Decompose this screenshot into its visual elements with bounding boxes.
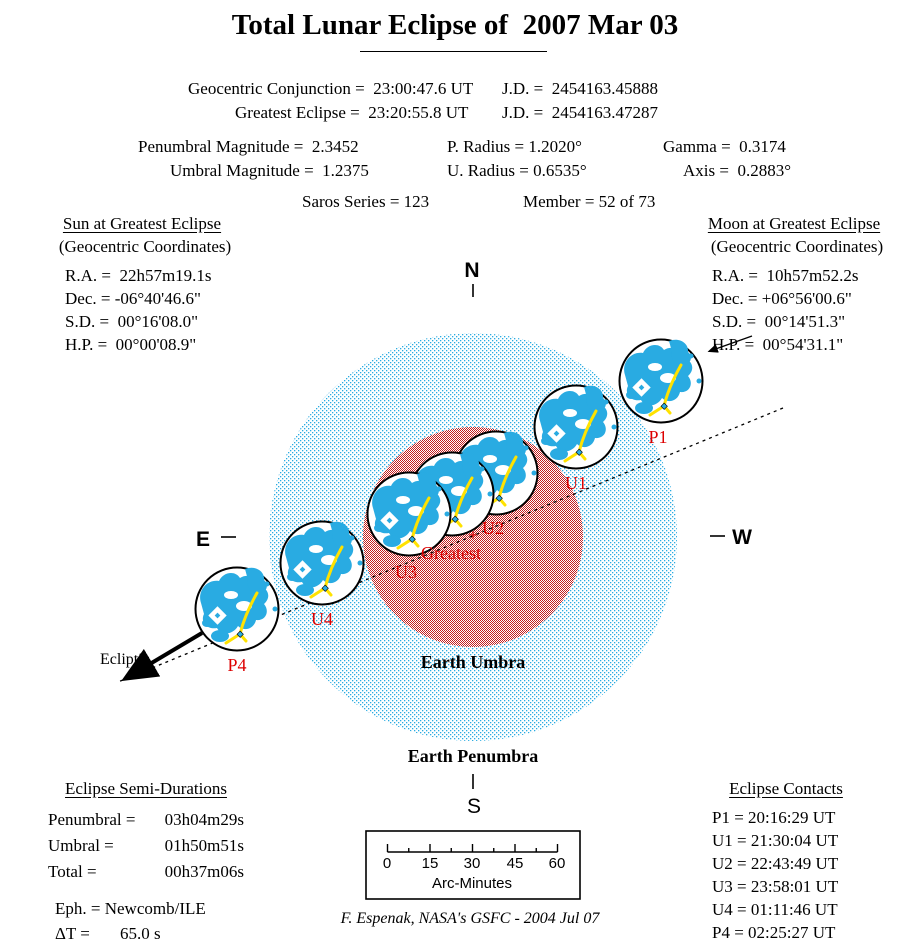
contact-label-p4: P4	[227, 655, 247, 675]
axis-value: Axis = 0.2883°	[683, 161, 792, 180]
contact-time-p4: P4 = 02:25:27 UT	[712, 923, 836, 942]
contact-label-greatest: Greatest	[421, 543, 481, 563]
semi-duration-label: Umbral =	[48, 836, 114, 855]
contact-time-u2: U2 = 22:43:49 UT	[712, 854, 839, 873]
sun-ra: R.A. = 22h57m19.1s	[65, 266, 212, 285]
gamma-value: Gamma = 0.3174	[663, 137, 786, 156]
scale-tick-30: 30	[463, 855, 481, 872]
umbra-label: Earth Umbra	[420, 652, 526, 672]
contact-label-p1: P1	[648, 427, 668, 447]
sun-sd: S.D. = 00°16'08.0"	[65, 312, 199, 331]
ecliptic-label: Ecliptic	[100, 651, 150, 668]
semi-duration-row: Umbral = 01h50m51s	[48, 836, 244, 856]
contact-time-p1: P1 = 20:16:29 UT	[712, 808, 836, 827]
semi-duration-value: 03h04m29s	[164, 810, 244, 829]
moon-block-subtitle: (Geocentric Coordinates)	[710, 237, 884, 256]
saros-member: Member = 52 of 73	[523, 192, 656, 211]
scale-bar-box	[365, 830, 581, 900]
moon-at-p4	[194, 566, 280, 652]
sun-dec: Dec. = -06°40'46.6"	[65, 289, 201, 308]
ecliptic-arrow	[121, 631, 204, 682]
scale-unit-label: Arc-Minutes	[431, 875, 513, 892]
penumbral-magnitude: Penumbral Magnitude = 2.3452	[138, 137, 359, 156]
contact-label-u1: U1	[565, 473, 587, 493]
title-underline	[360, 51, 547, 52]
delta-t-value: 65.0 s	[120, 924, 161, 943]
delta-t-label: ΔT =	[55, 924, 90, 943]
contact-label-u2: U2	[482, 518, 504, 538]
conjunction-time: Geocentric Conjunction = 23:00:47.6 UT	[188, 79, 474, 98]
west-label: W	[732, 526, 752, 549]
moon-at-p1	[618, 338, 704, 424]
moon-at-u4	[279, 520, 365, 606]
umbral-magnitude: Umbral Magnitude = 1.2375	[170, 161, 369, 180]
moon-block-title: Moon at Greatest Eclipse	[707, 214, 881, 233]
scale-tick-0: 0	[382, 855, 392, 872]
page-title: Total Lunar Eclipse of 2007 Mar 03	[231, 9, 679, 41]
contact-label-u3: U3	[395, 562, 417, 582]
semi-duration-row: Penumbral = 03h04m29s	[48, 810, 244, 830]
semi-durations-title: Eclipse Semi-Durations	[65, 779, 227, 798]
semi-duration-row: Total = 00h37m06s	[48, 862, 244, 882]
sun-hp: H.P. = 00°00'08.9"	[65, 335, 197, 354]
scale-bar-ruler	[386, 844, 559, 853]
scale-tick-15: 15	[421, 855, 439, 872]
greatest-plus-marker: +	[468, 527, 478, 544]
contact-time-u3: U3 = 23:58:01 UT	[712, 877, 839, 896]
contact-time-u4: U4 = 01:11:46 UT	[712, 900, 838, 919]
contact-label-u4: U4	[311, 609, 333, 629]
scale-tick-45: 45	[506, 855, 524, 872]
conjunction-jd: J.D. = 2454163.45888	[502, 79, 658, 98]
semi-duration-label: Penumbral =	[48, 810, 136, 829]
moon-hp-leader-arrow	[707, 335, 753, 353]
sun-block-title: Sun at Greatest Eclipse	[62, 214, 222, 233]
east-label: E	[195, 528, 211, 551]
greatest-eclipse-jd: J.D. = 2454163.47287	[502, 103, 658, 122]
greatest-eclipse-time: Greatest Eclipse = 23:20:55.8 UT	[235, 103, 469, 122]
north-label: N	[464, 259, 480, 282]
moon-hp: H.P. = 00°54'31.1"	[712, 335, 844, 354]
penumbral-radius: P. Radius = 1.2020°	[447, 137, 582, 156]
saros-series: Saros Series = 123	[302, 192, 430, 211]
semi-duration-value: 01h50m51s	[164, 836, 244, 855]
moon-dec: Dec. = +06°56'00.6"	[712, 289, 852, 308]
scale-tick-60: 60	[548, 855, 566, 872]
penumbra-label: Earth Penumbra	[407, 746, 539, 766]
moon-at-u1	[533, 384, 619, 470]
contact-time-u1: U1 = 21:30:04 UT	[712, 831, 839, 850]
contacts-title: Eclipse Contacts	[729, 779, 843, 798]
credit-line: F. Espenak, NASA's GSFC - 2004 Jul 07	[340, 910, 600, 927]
south-label: S	[466, 795, 482, 818]
moon-ra: R.A. = 10h57m52.2s	[712, 266, 859, 285]
sun-block-subtitle: (Geocentric Coordinates)	[58, 237, 232, 256]
ephemeris-note: Eph. = Newcomb/ILE	[55, 899, 206, 918]
umbral-radius: U. Radius = 0.6535°	[447, 161, 587, 180]
ecliptic-line	[117, 407, 784, 683]
semi-duration-label: Total =	[48, 862, 97, 881]
moon-sd: S.D. = 00°14'51.3"	[712, 312, 846, 331]
semi-duration-value: 00h37m06s	[164, 862, 244, 881]
